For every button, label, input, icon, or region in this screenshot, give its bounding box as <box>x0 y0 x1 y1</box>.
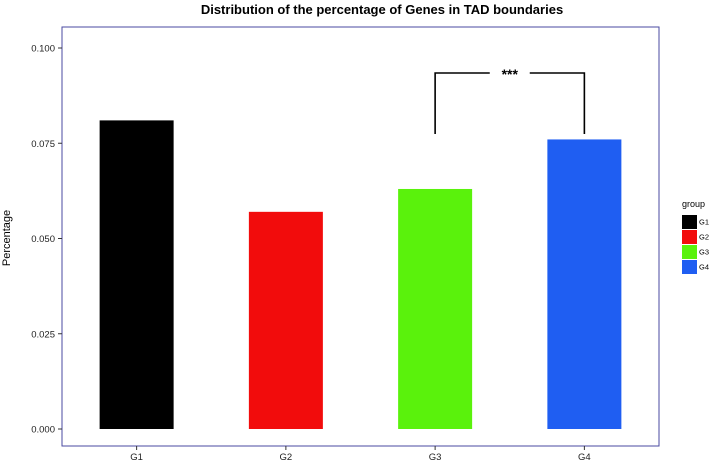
legend-label: G1 <box>699 218 709 227</box>
significance-bracket <box>434 72 586 134</box>
y-tick-label: 0.100 <box>31 44 55 55</box>
legend-swatch-g4 <box>682 260 697 274</box>
bar-g3 <box>398 188 473 429</box>
y-axis: 0.000 0.025 0.050 0.075 0.100 <box>31 44 62 436</box>
x-tick-label: G2 <box>280 452 293 460</box>
x-tick-label: G1 <box>130 452 143 460</box>
x-tick-label: G3 <box>429 452 442 460</box>
bar-g1 <box>99 120 174 429</box>
bar-g2 <box>248 211 323 429</box>
y-axis-label: Percentage <box>1 210 13 266</box>
x-tick-label: G4 <box>578 452 591 460</box>
x-axis: G1 G2 G3 G4 <box>130 446 591 460</box>
y-tick-label: 0.000 <box>31 425 55 436</box>
significance-label: *** <box>502 66 519 82</box>
legend-swatch-g2 <box>682 230 697 244</box>
bar-g4 <box>547 139 622 429</box>
y-tick-label: 0.025 <box>31 329 55 340</box>
bar-group <box>99 120 622 429</box>
legend-swatch-g3 <box>682 245 697 259</box>
legend-label: G3 <box>699 248 709 257</box>
legend: group G1 G2 G3 G4 <box>682 199 709 274</box>
y-tick-label: 0.075 <box>31 139 55 150</box>
chart-title: Distribution of the percentage of Genes … <box>201 2 563 17</box>
significance-annotation: *** <box>434 66 586 134</box>
legend-swatch-g1 <box>682 215 697 229</box>
y-tick-label: 0.050 <box>31 234 55 245</box>
legend-label: G4 <box>699 263 709 272</box>
legend-label: G2 <box>699 233 709 242</box>
legend-title: group <box>682 199 705 209</box>
